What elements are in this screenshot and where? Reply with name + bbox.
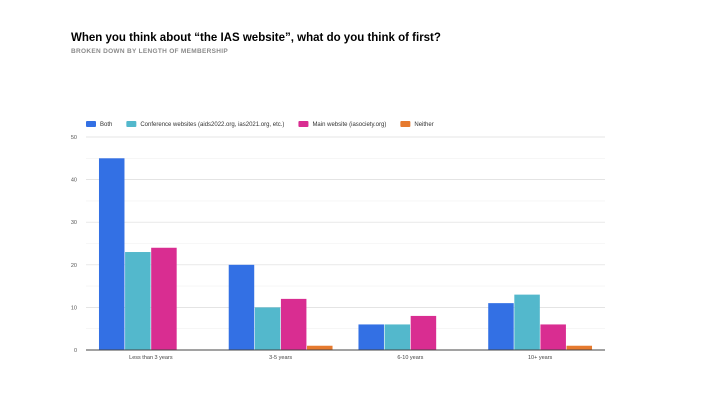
- bar-4-2: [307, 345, 333, 350]
- x-axis: Less than 3 years 3-5 years 6-10 years 10+ …: [86, 349, 605, 361]
- bar-3-3: [410, 315, 437, 350]
- y-tick-label: 50: [71, 135, 77, 141]
- bars: [98, 158, 593, 350]
- bar-2-3: [384, 324, 411, 350]
- legend-swatch: [126, 121, 137, 127]
- legend-swatch: [400, 121, 411, 127]
- x-tick-label: 6-10 years: [397, 355, 423, 361]
- bar-3-1: [151, 247, 177, 350]
- x-tick-label: Less than 3 years: [129, 355, 173, 361]
- y-tick-label: 30: [71, 220, 77, 226]
- legend-label: Main website (iasociety.org): [312, 122, 386, 128]
- y-tick-label: 20: [71, 263, 77, 269]
- bar-3-2: [280, 298, 307, 350]
- bar-4-4: [566, 345, 593, 350]
- chart-legend: Both Conference websites (aids2022.org, i…: [86, 121, 434, 128]
- y-tick-label: 40: [71, 178, 77, 184]
- bar-2-4: [514, 294, 540, 350]
- bar-2-2: [254, 307, 281, 350]
- bar-3-4: [540, 324, 566, 350]
- bar-1-4: [488, 303, 514, 350]
- legend-swatch: [86, 121, 96, 127]
- chart-title: When you think about “the IAS website”, …: [71, 32, 441, 44]
- x-tick-label: 3-5 years: [269, 355, 292, 361]
- legend-label: Both: [100, 122, 112, 128]
- chart-subtitle: BROKEN DOWN BY LENGTH OF MEMBERSHIP: [71, 48, 228, 55]
- bar-2-1: [125, 252, 151, 350]
- legend-swatch: [298, 121, 309, 127]
- x-tick-label: 10+ years: [528, 355, 553, 361]
- y-tick-label: 0: [74, 348, 77, 354]
- bar-1-3: [358, 324, 384, 350]
- legend-label: Conference websites (aids2022.org, ias20…: [140, 122, 284, 128]
- bar-1-2: [228, 264, 255, 350]
- y-tick-label: 10: [71, 305, 77, 311]
- legend-label: Neither: [414, 122, 433, 128]
- y-axis: 0 10 20 30 40 50: [71, 135, 77, 354]
- bar-1-1: [98, 158, 125, 350]
